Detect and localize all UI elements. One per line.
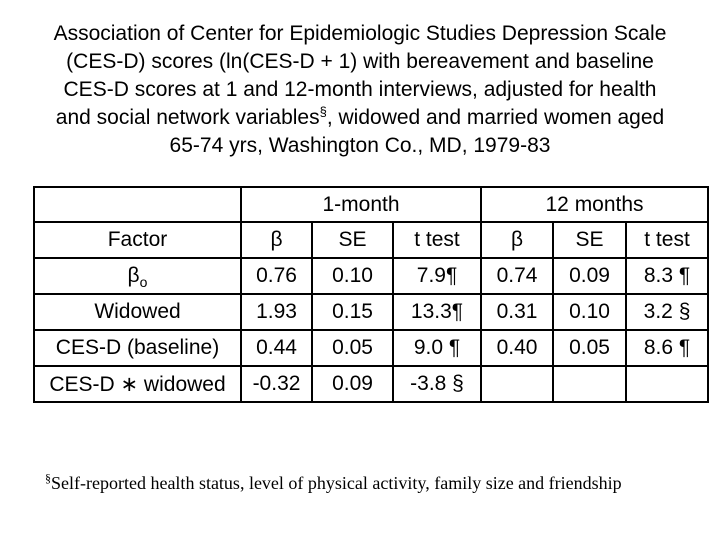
value-cell: 0.10	[311, 257, 394, 295]
group-header-1-month: 1-month	[239, 186, 483, 223]
title-line-4: and social network variables§, widowed a…	[6, 104, 714, 132]
value-cell: 0.05	[311, 329, 394, 367]
value-cell: -0.32	[240, 365, 313, 403]
section-sign-superscript: §	[319, 104, 327, 119]
factor-cell-cesd-baseline: CES-D (baseline)	[33, 329, 242, 367]
factor-cell-cesd-widowed: CES-D ∗ widowed	[33, 365, 242, 403]
value-cell: 0.76	[240, 257, 313, 295]
empty-cell	[480, 365, 555, 403]
factor-cell-widowed: Widowed	[33, 293, 242, 331]
group-header-12-months: 12 months	[480, 186, 710, 223]
value-cell: 8.3 ¶	[625, 257, 710, 295]
header-cell-beta-1mo: β	[240, 221, 313, 259]
footnote-line-1: §Self-reported health status, level of p…	[45, 471, 695, 496]
title-line-1: Association of Center for Epidemiologic …	[53, 22, 667, 45]
header-cell-se-1mo: SE	[311, 221, 394, 259]
value-cell: 0.15	[311, 293, 394, 331]
value-cell: 1.93	[240, 293, 313, 331]
factor-cell-beta0: βo	[33, 257, 242, 295]
header-cell-factor: Factor	[33, 221, 242, 259]
value-cell: 9.0 ¶	[391, 329, 483, 367]
value-cell: 0.31	[480, 293, 555, 331]
title-line-2: (CES-D) scores (ln(CES-D + 1) with berea…	[66, 50, 654, 73]
table-row-cesd-baseline: CES-D (baseline) 0.44 0.05 9.0 ¶ 0.40 0.…	[33, 329, 710, 367]
value-cell: 0.74	[480, 257, 555, 295]
table-row-cesd-widowed-interaction: CES-D ∗ widowed -0.32 0.09 -3.8 §	[33, 365, 710, 403]
value-cell: 0.40	[480, 329, 555, 367]
column-header-row: Factor β SE t test β SE t test	[33, 221, 710, 259]
header-cell-se-12mo: SE	[552, 221, 628, 259]
value-cell: -3.8 §	[391, 365, 483, 403]
slide-title: Association of Center for Epidemiologic …	[6, 20, 714, 160]
footnote: §Self-reported health status, level of p…	[45, 421, 695, 540]
value-cell: 0.09	[311, 365, 394, 403]
title-line-4-text: and social network variables	[55, 106, 320, 129]
title-line-3: CES-D scores at 1 and 12-month interview…	[63, 78, 657, 101]
empty-cell	[552, 365, 628, 403]
value-cell: 0.44	[240, 329, 313, 367]
empty-corner-cell	[33, 186, 242, 223]
section-sign-footnote-marker: §	[45, 471, 51, 485]
value-cell: 0.05	[552, 329, 628, 367]
empty-cell	[625, 365, 710, 403]
group-header-row: 1-month 12 months	[33, 186, 710, 223]
value-cell: 0.09	[552, 257, 628, 295]
title-line-4-continuation: , widowed and married women aged	[326, 106, 665, 129]
value-cell: 13.3¶	[391, 293, 483, 331]
table-row-widowed: Widowed 1.93 0.15 13.3¶ 0.31 0.10 3.2 §	[33, 293, 710, 331]
factor-subscript: o	[139, 274, 148, 291]
factor-label: β	[127, 264, 140, 287]
header-cell-beta-12mo: β	[480, 221, 555, 259]
header-cell-ttest-12mo: t test	[625, 221, 710, 259]
footnote-text: Self-reported health status, level of ph…	[51, 473, 622, 493]
value-cell: 8.6 ¶	[625, 329, 710, 367]
header-cell-ttest-1mo: t test	[391, 221, 483, 259]
value-cell: 0.10	[552, 293, 628, 331]
value-cell: 7.9¶	[391, 257, 483, 295]
title-line-5: 65-74 yrs, Washington Co., MD, 1979-83	[169, 134, 551, 157]
table-row-beta0: βo 0.76 0.10 7.9¶ 0.74 0.09 8.3 ¶	[33, 257, 710, 295]
value-cell: 3.2 §	[625, 293, 710, 331]
results-table: 1-month 12 months Factor β SE t test β S…	[33, 186, 710, 403]
